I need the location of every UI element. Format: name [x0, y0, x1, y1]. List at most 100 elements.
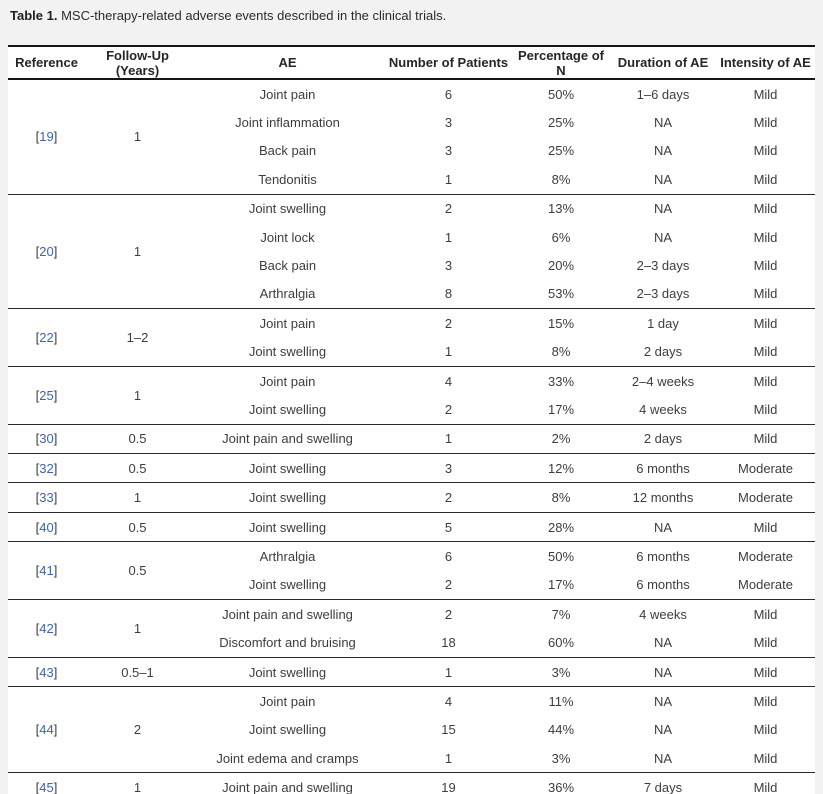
table-row: Tendonitis 1 8% NA Mild — [8, 165, 815, 194]
table-row: [40] 0.5 Joint swelling 5 28% NA Mild — [8, 512, 815, 541]
bracket-open: [ — [35, 460, 40, 476]
follow-up-cell: 1 — [133, 243, 142, 259]
n-patients-cell: 1 — [444, 229, 453, 245]
n-patients-cell: 4 — [444, 693, 453, 709]
bracket-close: ] — [53, 519, 58, 535]
intensity-cell: Mild — [753, 664, 778, 680]
table-row: [19] 1 Joint pain 6 50% 1–6 days Mild — [8, 79, 815, 145]
n-patients-cell: 3 — [444, 143, 453, 159]
duration-cell: NA — [653, 750, 673, 766]
duration-cell: 4 weeks — [639, 401, 687, 417]
bracket-open: [ — [35, 620, 40, 636]
ae-cell: Back pain — [258, 143, 317, 159]
ae-cell: Joint pain and swelling — [222, 606, 353, 622]
table-row: [43] 0.5–1 Joint swelling 1 3% NA Mild — [8, 657, 815, 686]
table-row: Joint inflammation 3 25% NA Mild — [8, 108, 815, 136]
reference-cell: [33] — [8, 483, 85, 512]
reference-cell: [19] — [8, 79, 85, 194]
reference-group: [41] 0.5 Arthralgia 6 50% 6 months Moderate Joi… — [8, 541, 815, 600]
table-row: [30] 0.5 Joint pain and swelling 1 2% 2 days M… — [8, 424, 815, 453]
reference-link[interactable]: 25 — [39, 387, 54, 403]
bracket-close: ] — [53, 129, 58, 145]
reference-group: [32] 0.5 Joint swelling 3 12% 6 months Moderat… — [8, 453, 815, 483]
reference-link[interactable]: 32 — [39, 460, 54, 476]
table-row: [45] 1 Joint pain and swelling 19 36% 7 days M… — [8, 773, 815, 794]
follow-up-cell: 1 — [133, 780, 142, 794]
percentage-cell: 8% — [551, 171, 571, 187]
table-header: Reference Follow-Up (Years) AE Number of Pa… — [8, 46, 815, 80]
duration-cell: NA — [653, 171, 673, 187]
ae-cell: Joint swelling — [248, 344, 327, 360]
reference-link[interactable]: 33 — [39, 490, 54, 506]
percentage-cell: 50% — [547, 86, 575, 102]
ae-cell: Joint pain — [259, 86, 316, 102]
ae-cell: Joint pain — [259, 693, 316, 709]
table-caption-text: MSC-therapy-related adverse events descr… — [61, 8, 447, 23]
reference-link[interactable]: 20 — [39, 243, 54, 259]
n-patients-cell: 3 — [444, 258, 453, 274]
bracket-open: [ — [35, 664, 40, 680]
n-patients-cell: 6 — [444, 548, 453, 564]
duration-cell: NA — [653, 635, 673, 651]
bracket-open: [ — [35, 563, 40, 579]
reference-group: [30] 0.5 Joint pain and swelling 1 2% 2 days M… — [8, 424, 815, 453]
intensity-cell: Mild — [753, 722, 778, 738]
follow-up-cell: 1 — [133, 490, 142, 506]
duration-cell: NA — [653, 229, 673, 245]
bracket-close: ] — [53, 330, 58, 346]
reference-cell: [42] — [8, 600, 85, 658]
intensity-cell: Mild — [753, 315, 778, 331]
duration-cell: 6 months — [636, 577, 690, 593]
intensity-cell: Mild — [753, 780, 778, 794]
table-row: [42] 1 Joint pain and swelling 2 7% 4 weeks Mi… — [8, 600, 815, 636]
table-caption: Table 1. MSC-therapy-related adverse eve… — [8, 8, 815, 24]
table-row: Joint swelling 15 44% NA Mild — [8, 716, 815, 744]
bracket-open: [ — [35, 722, 40, 738]
ae-cell: Joint swelling — [248, 401, 327, 417]
column-header: Number of Patients — [385, 46, 512, 80]
reference-link[interactable]: 45 — [39, 780, 54, 794]
n-patients-cell: 2 — [444, 401, 453, 417]
reference-link[interactable]: 43 — [39, 664, 54, 680]
ae-cell: Joint lock — [260, 229, 315, 245]
ae-cell: Joint swelling — [248, 519, 327, 535]
ae-cell: Joint pain — [259, 315, 316, 331]
intensity-cell: Mild — [753, 143, 778, 159]
duration-cell: NA — [653, 664, 673, 680]
reference-group: [43] 0.5–1 Joint swelling 1 3% NA Mild — [8, 657, 815, 686]
n-patients-cell: 19 — [441, 780, 456, 794]
n-patients-cell: 2 — [444, 490, 453, 506]
table-row: Joint edema and cramps 1 3% NA Mild — [8, 744, 815, 773]
bracket-open: [ — [35, 129, 40, 145]
intensity-cell: Mild — [753, 401, 778, 417]
ae-cell: Joint swelling — [248, 460, 327, 476]
bracket-open: [ — [35, 519, 40, 535]
n-patients-cell: 6 — [444, 86, 453, 102]
reference-link[interactable]: 42 — [39, 620, 54, 636]
follow-up-cell: 0.5 — [128, 460, 147, 476]
reference-link[interactable]: 19 — [39, 129, 54, 145]
column-header: Reference — [8, 46, 85, 80]
reference-cell: [41] — [8, 542, 85, 600]
reference-link[interactable]: 22 — [39, 330, 54, 346]
reference-link[interactable]: 41 — [39, 563, 54, 579]
n-patients-cell: 2 — [444, 201, 453, 217]
percentage-cell: 8% — [551, 344, 571, 360]
bracket-close: ] — [53, 563, 58, 579]
reference-cell: [30] — [8, 424, 85, 453]
intensity-cell: Mild — [753, 286, 778, 302]
reference-link[interactable]: 44 — [39, 722, 54, 738]
reference-link[interactable]: 30 — [39, 431, 54, 447]
n-patients-cell: 1 — [444, 171, 453, 187]
ae-cell: Joint swelling — [248, 490, 327, 506]
duration-cell: NA — [653, 722, 673, 738]
follow-up-cell: 1–2 — [126, 330, 149, 346]
table-row: [25] 1 Joint pain 4 33% 2–4 weeks Mild — [8, 366, 815, 403]
bracket-close: ] — [53, 387, 58, 403]
percentage-cell: 36% — [547, 780, 575, 794]
reference-link[interactable]: 40 — [39, 519, 54, 535]
table-row: Joint swelling 1 8% 2 days Mild — [8, 338, 815, 367]
n-patients-cell: 1 — [444, 664, 453, 680]
intensity-cell: Moderate — [738, 548, 793, 564]
